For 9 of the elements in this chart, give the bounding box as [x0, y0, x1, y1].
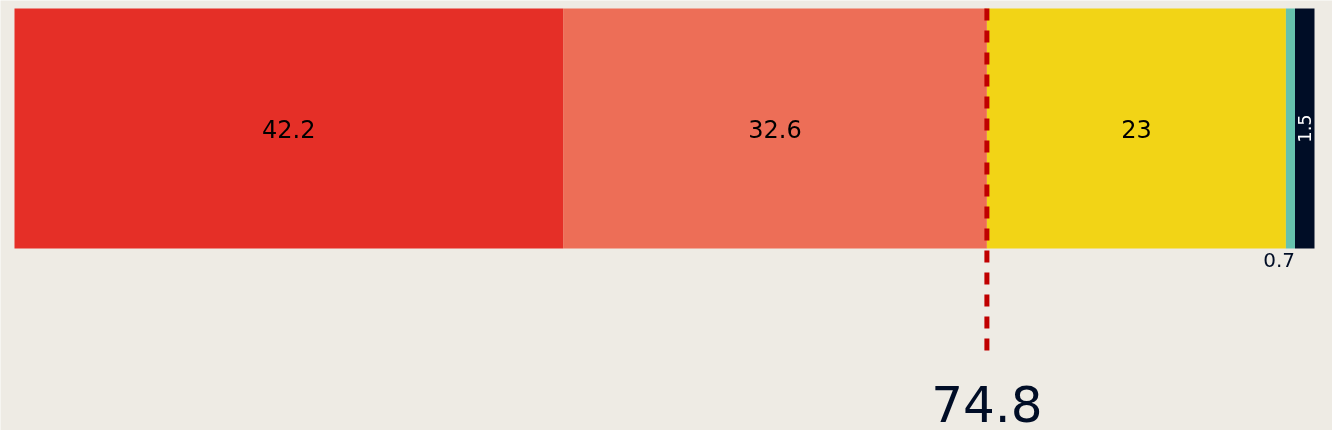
bar	[14, 8, 564, 249]
bar	[1295, 8, 1315, 249]
data-label: 23	[1121, 115, 1152, 144]
data-label: 42.2	[262, 115, 316, 144]
data-label: 0.7	[1263, 247, 1296, 272]
ref-line-label: 74.8	[931, 375, 1043, 430]
data-label: 32.6	[748, 115, 802, 144]
data-label: 1.5	[1294, 114, 1316, 143]
bar	[1285, 8, 1295, 249]
